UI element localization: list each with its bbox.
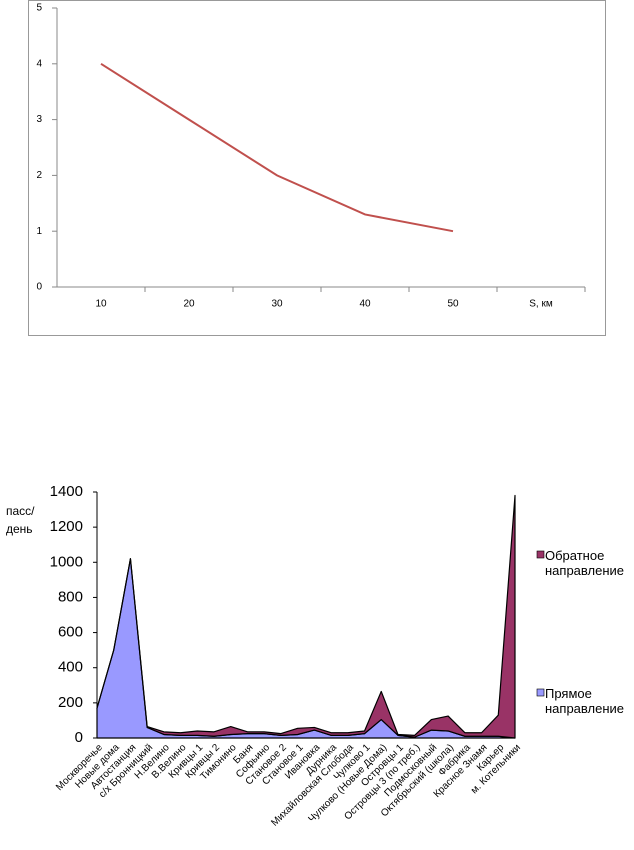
- y-tick-label: 200: [58, 694, 83, 711]
- y-tick-label: 1200: [50, 518, 83, 535]
- legend-entry: Обратное направление: [545, 548, 625, 578]
- data-line: [100, 62, 454, 233]
- legend-swatch: [536, 550, 545, 559]
- x-tick-label: 20: [183, 299, 195, 310]
- legend-swatch: [536, 688, 545, 697]
- y-tick-label: 1: [36, 226, 42, 237]
- x-tick-label: 30: [271, 299, 283, 310]
- area: [96, 494, 516, 739]
- y-tick-label: 1000: [50, 553, 83, 570]
- y-tick-label: 3: [36, 114, 42, 125]
- y-tick-label: 1400: [50, 483, 83, 500]
- x-tick-label: S, км: [529, 299, 553, 310]
- x-tick-label: 40: [359, 299, 371, 310]
- legend-entry: Прямое направление: [545, 686, 625, 716]
- y-tick-label: 800: [58, 588, 83, 605]
- y-tick-label: 4: [36, 58, 42, 69]
- y-tick-label: 5: [36, 3, 42, 14]
- y-axis-label: пасс/ день: [6, 504, 35, 536]
- y-tick-label: 600: [58, 624, 83, 641]
- y-tick-label: 400: [58, 659, 83, 676]
- area: [96, 558, 516, 739]
- y-tick-label: 0: [36, 282, 42, 293]
- chart-frame: [28, 0, 606, 336]
- y-tick-label: 0: [75, 729, 83, 746]
- x-tick-label: 10: [95, 299, 107, 310]
- y-tick-label: 2: [36, 170, 42, 181]
- x-tick-label: 50: [447, 299, 459, 310]
